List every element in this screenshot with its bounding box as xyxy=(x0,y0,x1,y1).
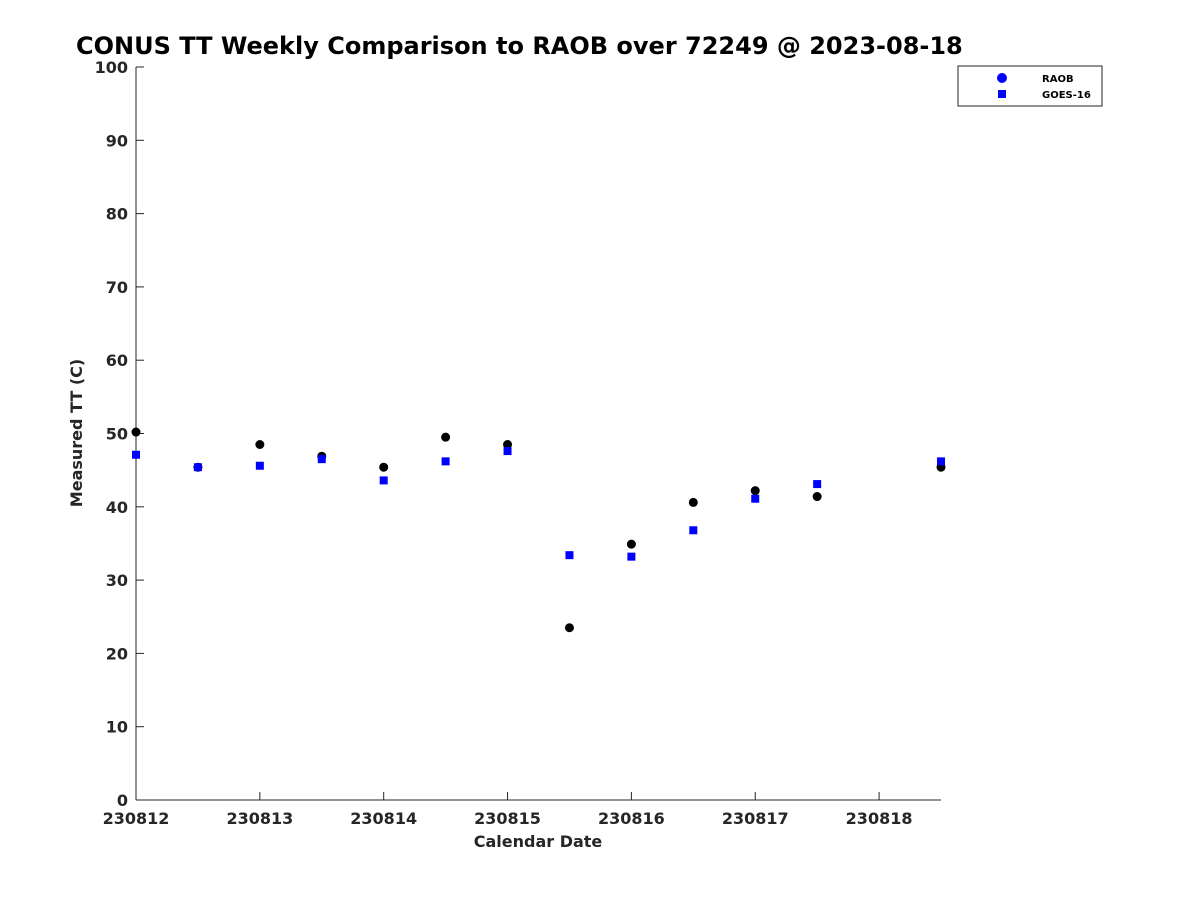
axes xyxy=(135,67,941,801)
goes16-point xyxy=(813,480,822,489)
raob-point xyxy=(503,439,513,449)
y-tick-label: 0 xyxy=(117,791,128,810)
x-tick-label: 230818 xyxy=(846,809,913,828)
chart-title: CONUS TT Weekly Comparison to RAOB over … xyxy=(76,32,963,60)
legend-raob-marker xyxy=(997,73,1007,83)
goes16-point xyxy=(503,447,512,456)
y-tick-label: 10 xyxy=(106,718,128,737)
legend-label: RAOB xyxy=(1042,74,1074,85)
y-tick-label: 60 xyxy=(106,351,128,370)
goes16-point xyxy=(689,526,698,535)
raob-point xyxy=(379,462,389,472)
y-tick-label: 40 xyxy=(106,498,128,517)
raob-point xyxy=(688,497,698,507)
x-tick-label: 230813 xyxy=(226,809,293,828)
raob-point xyxy=(131,427,141,437)
raob-point xyxy=(564,623,574,633)
x-tick-label: 230816 xyxy=(598,809,665,828)
y-tick-label: 80 xyxy=(106,205,128,224)
data-points xyxy=(131,427,946,633)
x-tick-label: 230815 xyxy=(474,809,541,828)
goes16-point xyxy=(379,476,388,485)
raob-point xyxy=(441,432,451,442)
x-tick-label: 230817 xyxy=(722,809,789,828)
goes16-point xyxy=(255,461,264,470)
legend-label: GOES-16 xyxy=(1042,90,1091,101)
goes16-point xyxy=(751,494,760,503)
y-axis-label: Measured TT (C) xyxy=(67,359,86,507)
goes16-point xyxy=(132,450,140,459)
goes16-point xyxy=(193,463,202,472)
goes16-point xyxy=(565,551,574,560)
x-tick-label: 230812 xyxy=(103,809,170,828)
legend: RAOB GOES-16 xyxy=(957,65,1103,107)
legend-goes16-marker xyxy=(998,90,1006,98)
y-ticks: 0 10 20 30 40 50 60 70 80 90 100 xyxy=(95,58,144,810)
goes16-point xyxy=(627,552,636,561)
y-tick-label: 70 xyxy=(106,278,128,297)
x-axis-label: Calendar Date xyxy=(474,832,603,851)
raob-point xyxy=(626,539,636,549)
y-tick-label: 100 xyxy=(95,58,128,77)
x-tick-label: 230814 xyxy=(350,809,417,828)
raob-point xyxy=(812,492,822,502)
raob-point xyxy=(750,486,760,496)
x-ticks: 230812 230813 230814 230815 230816 230817 2308… xyxy=(103,792,913,828)
goes16-point xyxy=(317,455,326,464)
goes16-point xyxy=(937,457,945,466)
legend-box xyxy=(957,65,1103,107)
y-tick-label: 20 xyxy=(106,644,128,663)
raob-point xyxy=(255,439,265,449)
y-tick-label: 30 xyxy=(106,571,128,590)
y-tick-label: 50 xyxy=(106,425,128,444)
goes16-point xyxy=(441,457,450,466)
y-tick-label: 90 xyxy=(106,131,128,150)
